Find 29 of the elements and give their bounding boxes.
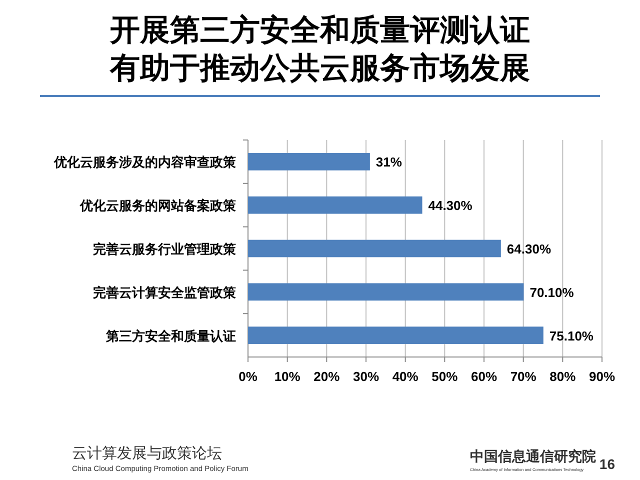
bar: [248, 196, 422, 214]
text: 云计算发展与政策论坛: [72, 445, 222, 462]
x-tick-label: 30%: [352, 369, 380, 384]
text: 中国信息通信研究院: [470, 448, 596, 464]
bar: [248, 240, 501, 258]
chart-title: 开展第三方安全和质量评测认证有助于推动公共云服务市场发展: [109, 13, 530, 85]
x-tick-label: 20%: [314, 369, 340, 384]
bar: [248, 283, 524, 301]
x-tick-label: 70%: [510, 369, 537, 384]
y-tick-label: 完善云服务行业管理政策: [93, 242, 237, 256]
bar: [248, 153, 370, 170]
bar: [248, 326, 544, 344]
x-tick-label: 80%: [550, 369, 576, 384]
data-label: 31%: [376, 154, 402, 170]
data-label: 75.10%: [549, 328, 594, 344]
y-tick-label: 第三方安全和质量认证: [105, 328, 236, 344]
x-tick-label: 60%: [470, 369, 498, 384]
x-tick-label: 90%: [588, 369, 616, 384]
x-tick-label: 10%: [274, 369, 301, 384]
data-label: 44.30%: [428, 198, 473, 214]
y-tick-label: 优化云服务涉及的内容审查政策: [53, 154, 237, 170]
text: 16: [599, 456, 616, 472]
data-label: 64.30%: [506, 242, 552, 256]
y-tick-label: 完善云计算安全监管政策: [93, 284, 237, 300]
x-tick-label: 40%: [392, 369, 419, 384]
x-tick-label: 50%: [432, 369, 458, 384]
data-label: 70.10%: [530, 284, 574, 300]
y-tick-label: 优化云服务的网站备案政策: [79, 198, 237, 214]
x-tick-label: 0%: [238, 369, 258, 384]
